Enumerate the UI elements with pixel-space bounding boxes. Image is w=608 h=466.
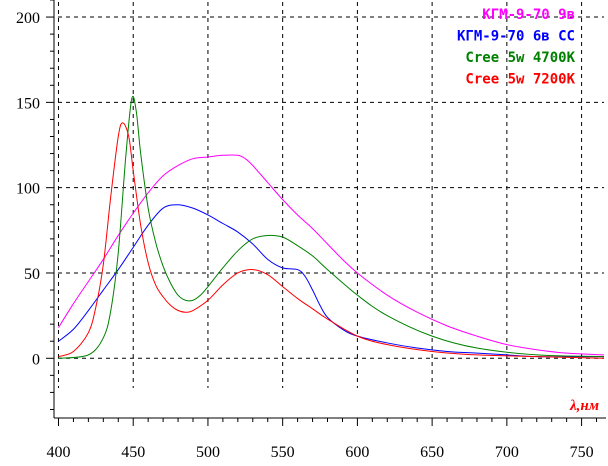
legend-entry-3: Cree 5w 4700K <box>465 50 575 66</box>
legend-entry-1: КГМ-9-70 9в <box>482 7 575 23</box>
x-tick-label: 600 <box>345 444 369 461</box>
series-line-4 <box>58 122 605 359</box>
y-tick-label: 200 <box>16 10 40 27</box>
axes <box>46 0 606 426</box>
series-lines <box>58 95 605 359</box>
x-tick-label: 500 <box>196 444 220 461</box>
series-line-2 <box>58 204 605 358</box>
x-tick-label: 450 <box>121 444 145 461</box>
legend-entry-2: КГМ-9-70 6в СС <box>457 29 575 45</box>
x-tick-label: 550 <box>271 444 295 461</box>
y-tick-label: 100 <box>16 181 40 198</box>
series-line-3 <box>58 95 605 359</box>
x-tick-label: 700 <box>495 444 519 461</box>
series-line-1 <box>58 154 605 356</box>
x-tick-label: 750 <box>570 444 594 461</box>
y-tick-label: 150 <box>16 95 40 112</box>
y-tick-label: 0 <box>32 351 40 368</box>
x-axis-label: λ,нм <box>569 398 599 414</box>
x-tick-label: 650 <box>420 444 444 461</box>
legend: КГМ-9-70 9в КГМ-9-70 6в СС Cree 5w 4700K Cr… <box>457 7 576 88</box>
legend-entry-4: Cree 5w 7200K <box>465 72 575 88</box>
tick-labels: 0 50 100 150 200 400 450 500 550 600 650 700 750 <box>16 10 594 461</box>
y-tick-label: 50 <box>24 266 40 283</box>
x-tick-label: 400 <box>46 444 70 461</box>
grid-lines <box>57 2 604 388</box>
